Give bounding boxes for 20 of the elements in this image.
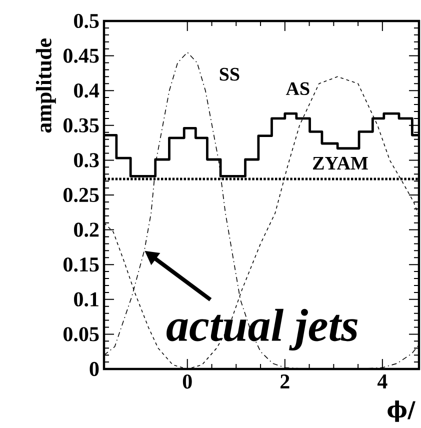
series-label: AS bbox=[286, 82, 310, 96]
series-label: SS bbox=[220, 68, 240, 81]
y-tick-label: 0.45 bbox=[64, 48, 99, 63]
y-tick-label: 0.1 bbox=[74, 292, 98, 307]
x-tick-label: 0 bbox=[182, 374, 192, 389]
x-tick-label: 2 bbox=[280, 374, 290, 388]
y-tick-label: 0.4 bbox=[74, 83, 100, 98]
y-tick-label: 0.3 bbox=[74, 153, 99, 168]
y-tick-label: 0.5 bbox=[74, 14, 99, 28]
ref-line-label: ZYAM bbox=[313, 156, 368, 170]
y-tick-label: 0.25 bbox=[64, 188, 99, 202]
y-tick-label: 0 bbox=[90, 362, 99, 376]
y-tick-label: 0.2 bbox=[74, 222, 99, 237]
y-tick-label: 0.35 bbox=[64, 118, 99, 133]
y-axis-title: amplitude bbox=[36, 38, 56, 133]
annotation: actual jets bbox=[166, 308, 358, 351]
y-tick-label: 0.15 bbox=[64, 257, 99, 272]
y-tick-label: 0.05 bbox=[64, 327, 99, 342]
x-axis-title: ϕ/ bbox=[388, 400, 416, 422]
x-tick-label: 4 bbox=[377, 374, 388, 388]
